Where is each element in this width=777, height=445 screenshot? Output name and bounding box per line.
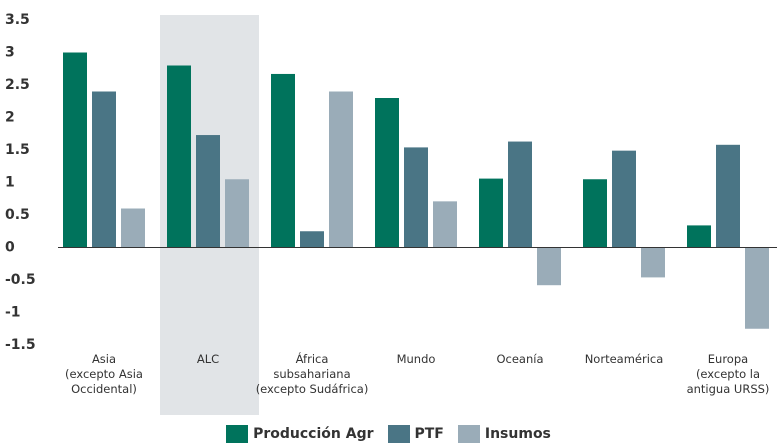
y-tick-label: 2.5 [5,77,30,93]
bar [167,65,191,248]
y-tick-label: 3.5 [5,12,30,28]
bar [329,91,353,248]
x-tick-label: Asia (excepto Asia Occidental) [65,352,143,396]
legend-label: Producción Agr [253,426,374,442]
bar [92,91,116,248]
bar [63,52,87,248]
legend-item: Insumos [457,425,551,443]
bar [121,208,145,248]
y-tick-label: 3 [5,45,15,61]
x-tick-label: Norteamérica [584,352,664,366]
legend-swatch [457,425,480,443]
bar [687,225,711,248]
bar [745,247,769,329]
y-tick-label: -1.5 [5,337,36,353]
legend-swatch [226,425,249,443]
y-tick-label: -1 [5,305,21,321]
y-tick-label: -0.5 [5,272,36,288]
bar [404,147,428,248]
bar [196,135,220,248]
bar [612,150,636,248]
y-tick-label: 0 [5,240,15,256]
legend-label: Insumos [484,426,551,442]
bar [716,144,740,248]
legend-swatch [387,425,410,443]
legend-item: Producción Agr [226,425,374,443]
x-tick-label: África subsahariana (excepto Sudáfrica) [255,352,369,396]
bar [225,179,249,248]
legend-label: PTF [414,426,444,442]
bar [479,178,503,248]
bar [508,141,532,248]
x-tick-label: Europa (excepto la antigua URSS) [686,352,770,396]
y-tick-label: 2 [5,110,15,126]
bar [271,73,295,248]
legend-item: PTF [387,425,444,443]
bar [583,179,607,248]
y-tick-label: 1.5 [5,142,30,158]
bar [537,247,561,286]
legend: Producción Agr PTF Insumos [0,425,777,443]
x-tick-label: Oceanía [496,352,544,366]
bar [433,201,457,248]
bar [300,231,324,248]
x-tick-label: ALC [196,352,220,366]
x-tick-label: Mundo [396,352,436,366]
y-tick-label: 1 [5,175,15,191]
bar [641,247,665,278]
y-tick-label: 0.5 [5,207,30,223]
bar [375,98,399,248]
